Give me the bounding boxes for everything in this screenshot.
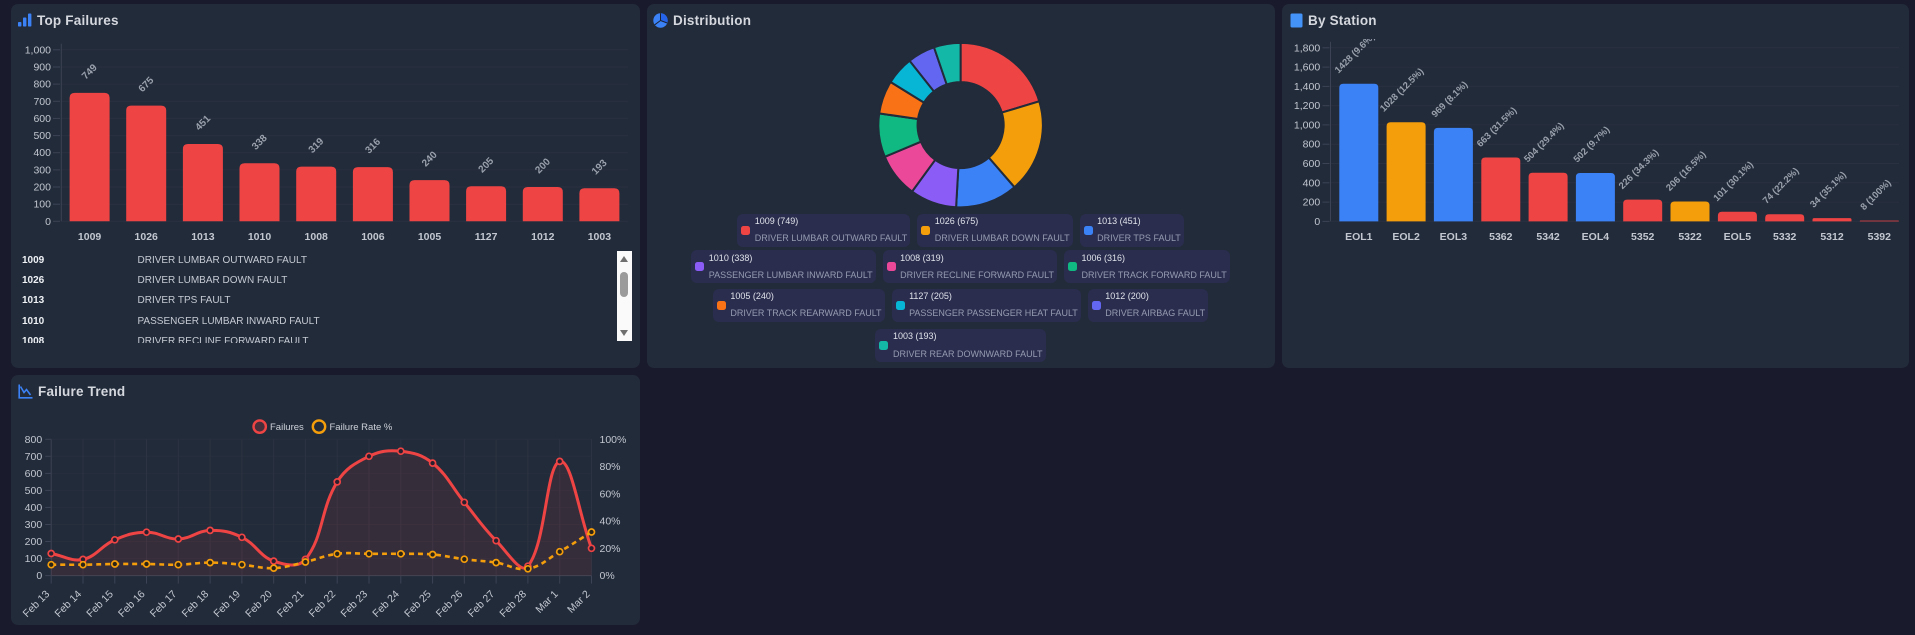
svg-text:504 (29.4%): 504 (29.4%) [1522, 121, 1566, 165]
svg-text:100%: 100% [600, 434, 627, 446]
svg-text:Mar 2: Mar 2 [565, 588, 593, 616]
svg-text:74 (22.2%): 74 (22.2%) [1760, 166, 1801, 207]
svg-text:1,000: 1,000 [1293, 119, 1319, 131]
svg-text:600: 600 [33, 113, 51, 125]
svg-text:1,800: 1,800 [1293, 42, 1319, 54]
svg-text:5342: 5342 [1536, 231, 1560, 243]
svg-text:500: 500 [33, 130, 51, 142]
svg-text:400: 400 [1302, 177, 1320, 189]
svg-text:1028 (12.5%): 1028 (12.5%) [1378, 66, 1426, 114]
svg-text:Feb 23: Feb 23 [339, 588, 371, 620]
svg-text:0: 0 [45, 216, 51, 228]
svg-text:5392: 5392 [1867, 231, 1891, 243]
svg-text:101 (30.1%): 101 (30.1%) [1711, 159, 1755, 203]
svg-text:200: 200 [533, 156, 553, 176]
svg-text:800: 800 [25, 434, 43, 446]
svg-text:20%: 20% [600, 543, 621, 555]
svg-text:Feb 26: Feb 26 [434, 588, 466, 620]
svg-text:1010: 1010 [248, 231, 272, 243]
svg-text:400: 400 [25, 502, 43, 514]
svg-text:5332: 5332 [1773, 231, 1797, 243]
svg-text:300: 300 [33, 164, 51, 176]
svg-text:40%: 40% [600, 516, 621, 528]
svg-text:1013: 1013 [191, 231, 215, 243]
svg-text:663 (31.5%): 663 (31.5%) [1474, 105, 1518, 149]
svg-text:EOL4: EOL4 [1581, 231, 1609, 243]
svg-text:800: 800 [33, 79, 51, 91]
svg-text:1005: 1005 [418, 231, 442, 243]
svg-text:1012: 1012 [531, 231, 555, 243]
svg-text:Feb 18: Feb 18 [180, 588, 212, 620]
svg-text:Feb 28: Feb 28 [497, 588, 529, 620]
svg-text:1127: 1127 [475, 231, 498, 243]
svg-text:0: 0 [36, 570, 42, 582]
svg-text:226 (34.3%): 226 (34.3%) [1616, 147, 1660, 191]
svg-text:Feb 19: Feb 19 [211, 588, 243, 620]
svg-text:206 (16.5%): 206 (16.5%) [1664, 149, 1708, 193]
svg-text:1026: 1026 [135, 231, 159, 243]
svg-text:451: 451 [193, 113, 213, 133]
svg-text:5362: 5362 [1489, 231, 1513, 243]
svg-text:34 (35.1%): 34 (35.1%) [1808, 170, 1849, 211]
svg-text:969 (8.1%): 969 (8.1%) [1429, 79, 1470, 120]
svg-text:Feb 22: Feb 22 [307, 588, 339, 620]
svg-text:300: 300 [25, 519, 43, 531]
svg-text:5352: 5352 [1631, 231, 1655, 243]
svg-text:1,000: 1,000 [25, 44, 51, 56]
svg-text:Feb 14: Feb 14 [53, 588, 85, 620]
svg-text:193: 193 [590, 157, 610, 177]
svg-text:100: 100 [33, 199, 51, 211]
svg-text:EOL1: EOL1 [1345, 231, 1373, 243]
svg-text:1009: 1009 [78, 231, 102, 243]
svg-text:Feb 21: Feb 21 [275, 588, 307, 620]
svg-text:Failures: Failures [270, 422, 304, 433]
svg-text:600: 600 [25, 468, 43, 480]
svg-text:Feb 15: Feb 15 [84, 588, 116, 620]
svg-text:500: 500 [25, 485, 43, 497]
svg-text:800: 800 [1302, 139, 1320, 151]
svg-text:Feb 27: Feb 27 [466, 588, 498, 620]
svg-text:Feb 24: Feb 24 [370, 588, 402, 620]
svg-text:80%: 80% [600, 461, 621, 473]
svg-text:Feb 25: Feb 25 [402, 588, 434, 620]
svg-text:60%: 60% [600, 488, 621, 500]
svg-text:5322: 5322 [1678, 231, 1702, 243]
svg-text:Feb 17: Feb 17 [148, 588, 180, 620]
svg-text:400: 400 [33, 147, 51, 159]
svg-text:Mar 1: Mar 1 [533, 588, 561, 616]
svg-text:1,200: 1,200 [1293, 100, 1319, 112]
svg-text:EOL2: EOL2 [1392, 231, 1420, 243]
svg-text:205: 205 [477, 155, 497, 175]
svg-text:Failure Rate %: Failure Rate % [330, 422, 393, 433]
svg-text:1,400: 1,400 [1293, 81, 1319, 93]
svg-text:100: 100 [25, 553, 43, 565]
svg-text:EOL3: EOL3 [1439, 231, 1467, 243]
svg-text:700: 700 [33, 96, 51, 108]
svg-text:200: 200 [33, 182, 51, 194]
svg-text:EOL5: EOL5 [1723, 231, 1751, 243]
svg-text:600: 600 [1302, 158, 1320, 170]
svg-text:700: 700 [25, 451, 43, 463]
svg-text:502 (9.7%): 502 (9.7%) [1571, 124, 1612, 165]
svg-text:675: 675 [137, 75, 157, 95]
svg-text:200: 200 [1302, 197, 1320, 209]
svg-text:1006: 1006 [361, 231, 385, 243]
svg-text:Feb 13: Feb 13 [21, 588, 53, 620]
svg-text:Feb 20: Feb 20 [243, 588, 275, 620]
svg-text:1428 (9.6%): 1428 (9.6%) [1332, 39, 1376, 76]
svg-text:1008: 1008 [305, 231, 329, 243]
svg-text:200: 200 [25, 536, 43, 548]
svg-text:0: 0 [1314, 216, 1320, 228]
svg-text:5312: 5312 [1820, 231, 1844, 243]
svg-text:316: 316 [363, 136, 383, 156]
svg-text:1,600: 1,600 [1293, 62, 1319, 74]
svg-text:Feb 16: Feb 16 [116, 588, 148, 620]
svg-text:900: 900 [33, 62, 51, 74]
svg-text:749: 749 [80, 62, 100, 82]
svg-text:1003: 1003 [588, 231, 612, 243]
svg-text:0%: 0% [600, 570, 615, 582]
